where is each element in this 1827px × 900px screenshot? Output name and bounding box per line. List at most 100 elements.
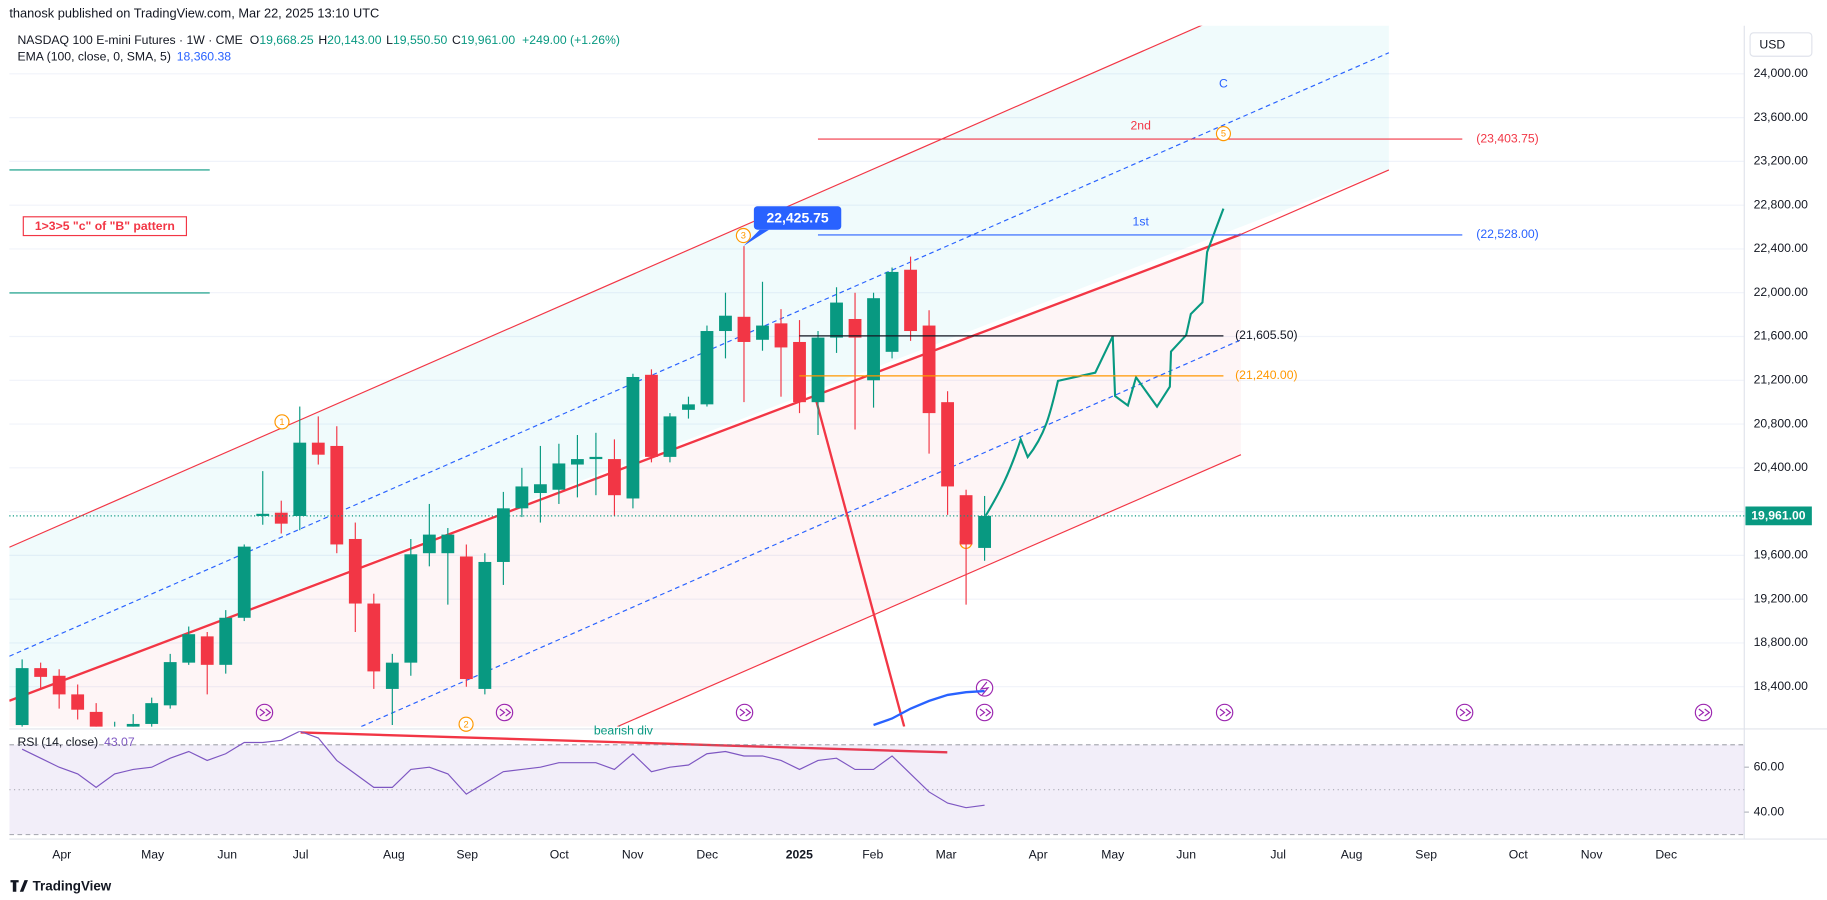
candle-body	[793, 341, 806, 403]
ohlc-value: 19,550.50	[393, 33, 448, 47]
x-tick-label: Sep	[1415, 848, 1437, 862]
event-icon	[1455, 703, 1474, 722]
x-tick-label: May	[1101, 848, 1125, 862]
x-tick-label: Dec	[696, 848, 718, 862]
event-icon	[975, 703, 994, 722]
candle-body	[774, 323, 788, 348]
candle-body	[626, 376, 640, 499]
candle-body	[700, 331, 714, 405]
symbol: NASDAQ 100 E-mini Futures · 1W · CME	[17, 33, 242, 47]
y-tick-label: 20,400.00	[1754, 460, 1809, 474]
ohlc-key: O	[250, 33, 260, 47]
candle-body	[885, 271, 899, 352]
level-tag: 2nd	[1131, 118, 1152, 132]
y-tick-label: 19,200.00	[1754, 591, 1809, 605]
y-tick-label: 22,400.00	[1754, 241, 1809, 255]
y-tick-label: 18,800.00	[1754, 635, 1809, 649]
event-icon	[1694, 703, 1713, 722]
x-tick-label: Aug	[1341, 848, 1363, 862]
level-label: (21,605.50)	[1235, 328, 1297, 342]
rsi-legend: RSI (14, close) 43.07	[17, 735, 134, 749]
ema-label: EMA (100, close, 0, SMA, 5)	[17, 50, 170, 64]
rsi-title: RSI (14, close)	[17, 735, 98, 749]
candle-body	[682, 404, 695, 410]
event-icon	[1215, 703, 1234, 722]
candle-body	[404, 554, 418, 663]
event-icons	[255, 679, 1713, 722]
projection-path	[984, 208, 1225, 517]
candle-body	[756, 325, 769, 340]
x-tick-label: Nov	[1581, 848, 1604, 862]
candle-body	[182, 634, 196, 663]
wave-label: 2	[463, 719, 468, 729]
ema-legend: EMA (100, close, 0, SMA, 5) 18,360.38	[17, 50, 231, 64]
peak-pointer	[743, 229, 770, 247]
y-tick-label: 20,800.00	[1754, 416, 1809, 430]
wave-c-label: C	[1219, 77, 1228, 91]
rsi-line	[21, 731, 985, 809]
wave-circle	[458, 716, 474, 732]
x-tick-label: Mar	[936, 848, 957, 862]
candle-body	[959, 495, 973, 545]
candle-body	[15, 668, 29, 726]
candle-body	[496, 508, 510, 562]
y-tick-label: 23,600.00	[1754, 110, 1809, 124]
brand-logo	[10, 880, 28, 892]
level-tag: 1st	[1133, 214, 1150, 228]
candle-body	[645, 374, 658, 457]
x-tick-label: Apr	[1029, 848, 1048, 862]
candle-body	[441, 534, 455, 554]
y-tick-label: 22,800.00	[1754, 197, 1809, 211]
channel-dash-upper	[9, 52, 1390, 657]
candle-body	[459, 556, 473, 680]
x-tick-label: Apr	[52, 848, 71, 862]
currency-box[interactable]	[1749, 32, 1813, 57]
candle-body	[830, 302, 843, 338]
y-tick-label: 23,200.00	[1754, 154, 1809, 168]
brand-name: TradingView	[33, 879, 112, 894]
ohlc-key: H	[318, 33, 327, 47]
candle-body	[422, 534, 436, 554]
ohlc-value: 19,961.00	[461, 33, 516, 47]
divergence-line	[300, 731, 948, 754]
channel-mid	[9, 233, 1242, 702]
peak-label: 22,425.75	[766, 209, 828, 225]
candle-body	[311, 442, 325, 455]
rsi-pane	[9, 731, 1745, 836]
x-tick-label: Sep	[456, 848, 478, 862]
pattern-note-box	[22, 216, 188, 237]
price-axis: 24,000.00 23,600.00 23,200.00 22,800.00 22,4…	[1754, 66, 1809, 693]
x-tick-label: Jul	[1270, 848, 1286, 862]
currency[interactable]: USD	[1759, 37, 1785, 51]
candle-body	[941, 402, 954, 487]
channel-lower	[617, 454, 1242, 727]
channel-fill-upper	[9, 25, 1389, 701]
candle-body	[608, 459, 621, 496]
y-tick-label: 21,600.00	[1754, 329, 1809, 343]
candle-body	[145, 703, 159, 724]
ohlc-value: 20,143.00	[327, 33, 382, 47]
candle-body	[219, 617, 233, 665]
y-tick-label: 22,000.00	[1754, 285, 1809, 299]
wave-label: 5	[1221, 129, 1226, 139]
x-tick-label: Aug	[383, 848, 405, 862]
candle-body	[163, 662, 177, 706]
pattern-note: 1>3>5 "c" of "B" pattern	[35, 219, 175, 233]
ohlc-key: C	[452, 33, 461, 47]
x-tick-label: Jul	[293, 848, 309, 862]
symbol-legend: NASDAQ 100 E-mini Futures · 1W · CME O 19,…	[17, 33, 619, 47]
channel-mid-ext	[1240, 169, 1390, 235]
candle-body	[237, 546, 251, 618]
rsi-tick-label: 60.00	[1754, 759, 1785, 773]
candle-body	[385, 662, 399, 689]
channel-dash-lower	[360, 339, 1242, 727]
candle-body	[719, 315, 732, 332]
rsi-last: 43.07	[104, 735, 135, 749]
candle-body	[52, 675, 66, 695]
event-icon	[735, 703, 754, 722]
y-tick-label: 21,200.00	[1754, 372, 1809, 386]
candle-body	[330, 445, 344, 545]
x-tick-label: Jun	[217, 848, 237, 862]
y-tick-label: 24,000.00	[1754, 66, 1809, 80]
candle-body	[904, 269, 917, 332]
